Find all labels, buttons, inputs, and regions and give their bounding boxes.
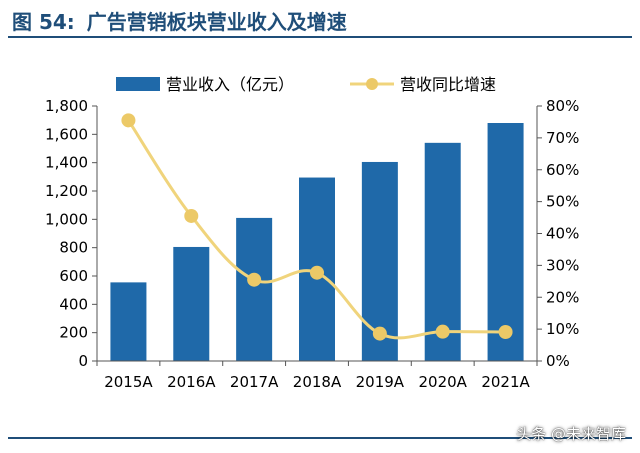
left-axis-tick-label: 0 [78, 352, 88, 370]
legend-line-marker [366, 78, 378, 90]
revenue-bars [110, 123, 524, 361]
growth-point [498, 324, 513, 339]
left-axis-tick-label: 600 [59, 267, 88, 285]
figure-label: 图 54: [12, 10, 75, 34]
growth-point [121, 113, 136, 128]
x-axis-tick-label: 2017A [230, 373, 279, 391]
x-axis: 2015A 2016A 2017A 2018A 2019A 2020A 2021A [96, 360, 538, 391]
x-axis-tick-label: 2019A [356, 373, 405, 391]
growth-point [247, 272, 262, 287]
right-axis-tick-label: 10% [546, 320, 579, 338]
revenue-bar [424, 142, 461, 361]
left-axis-tick-label: 200 [59, 324, 88, 342]
x-axis-tick-label: 2021A [481, 373, 530, 391]
revenue-bar [487, 123, 524, 361]
growth-point [372, 326, 387, 341]
right-axis-tick-label: 70% [546, 129, 579, 147]
growth-point [310, 265, 324, 280]
watermark: 头条 @未来智库 [516, 425, 626, 443]
left-axis-tick-label: 1,400 [45, 154, 88, 172]
legend-line-label: 营收同比增速 [400, 75, 496, 94]
x-axis-tick-label: 2018A [293, 373, 342, 391]
right-axis-tick-label: 50% [546, 193, 579, 211]
revenue-bar [173, 246, 210, 361]
left-axis-tick-label: 800 [59, 239, 88, 257]
revenue-bar [236, 217, 273, 361]
left-axis-tick-label: 400 [59, 295, 88, 313]
legend-bar-swatch [116, 77, 160, 91]
growth-line [121, 113, 513, 341]
growth-point [435, 324, 450, 339]
right-axis-tick-label: 80% [546, 97, 579, 115]
right-axis-tick-label: 40% [546, 225, 579, 243]
revenue-bar [110, 282, 147, 361]
left-axis-tick-label: 1,000 [45, 210, 88, 228]
left-axis-tick-label: 1,600 [45, 125, 88, 143]
left-axis-tick-label: 1,200 [45, 182, 88, 200]
bottom-rule [8, 437, 632, 439]
chart-legend: 营业收入（亿元） 营收同比增速 [116, 75, 496, 94]
figure-header: 图 54: 广告营销板块营业收入及增速 [8, 2, 632, 38]
figure-title: 图 54: 广告营销板块营业收入及增速 [12, 6, 347, 35]
x-axis-tick-label: 2015A [104, 373, 153, 391]
right-axis-tick-label: 30% [546, 256, 579, 274]
right-axis: 0% 10% 20% 30% 40% 50% 60% 70% 80% [536, 97, 579, 370]
figure-title-text: 广告营销板块营业收入及增速 [86, 10, 347, 34]
growth-point [184, 208, 199, 223]
right-axis-tick-label: 60% [546, 161, 579, 179]
x-axis-tick-label: 2016A [167, 373, 216, 391]
right-axis-tick-label: 0% [546, 352, 570, 370]
legend-bar-label: 营业收入（亿元） [166, 75, 294, 94]
x-axis-tick-label: 2020A [418, 373, 467, 391]
left-axis-tick-label: 1,800 [45, 97, 88, 115]
left-axis: 0 200 400 600 800 1,000 1,200 1,400 1,600 1,800 [45, 97, 98, 370]
right-axis-tick-label: 20% [546, 288, 579, 306]
